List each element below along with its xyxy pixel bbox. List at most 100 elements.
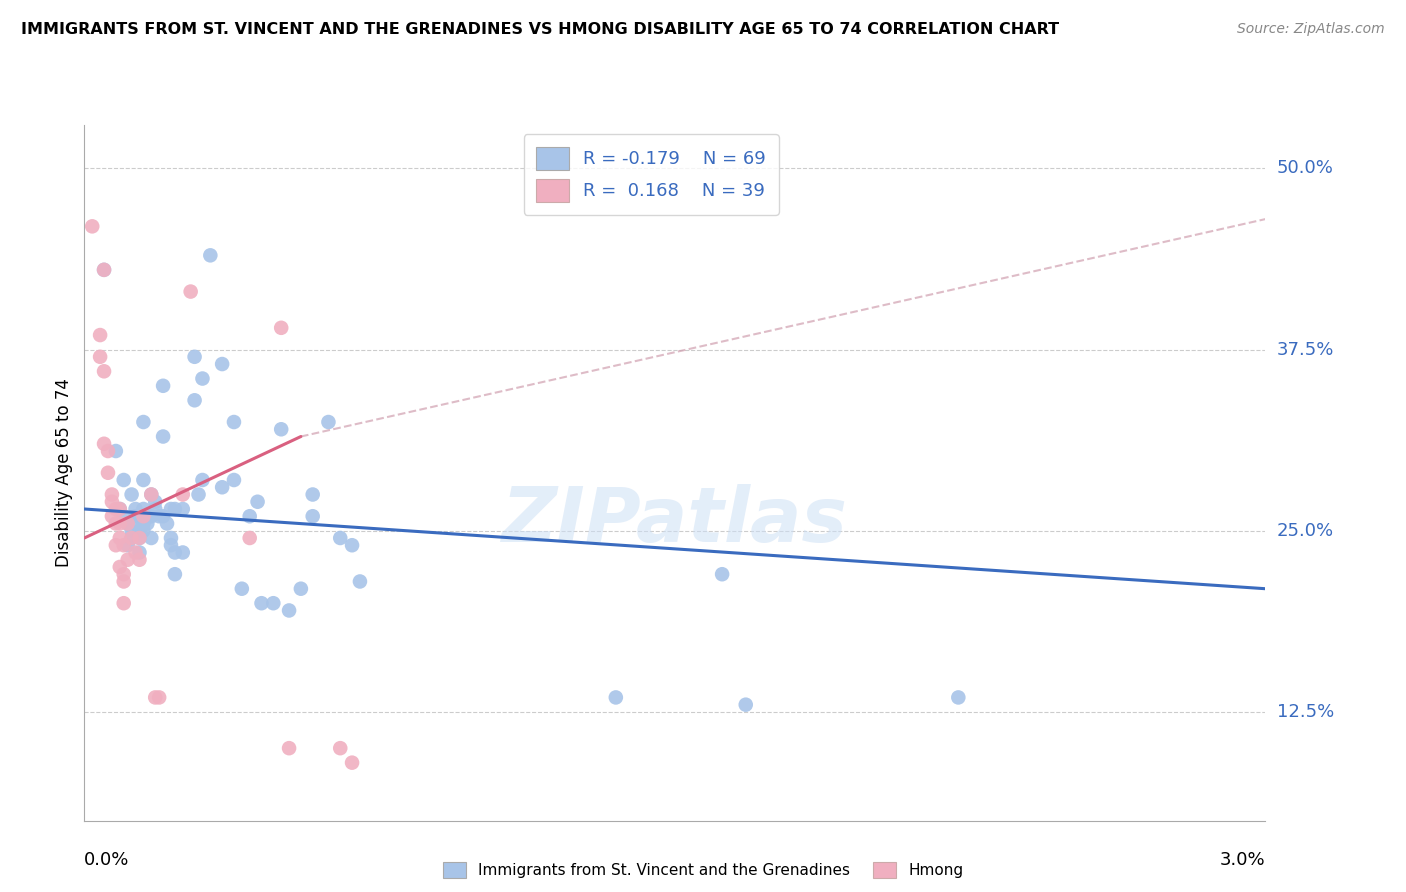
Point — [246, 494, 269, 508]
Point — [301, 509, 323, 524]
Point — [136, 509, 159, 524]
Point — [112, 473, 135, 487]
Text: 50.0%: 50.0% — [1277, 160, 1333, 178]
Point — [132, 524, 155, 538]
Point — [108, 560, 131, 574]
Point — [104, 516, 127, 531]
Point — [183, 393, 205, 408]
Point — [104, 502, 127, 516]
Point — [152, 378, 174, 392]
Point — [82, 219, 104, 234]
Point — [104, 538, 127, 552]
Point — [93, 263, 115, 277]
Point — [112, 538, 135, 552]
Text: 37.5%: 37.5% — [1277, 341, 1334, 359]
Point — [97, 466, 120, 480]
Point — [124, 502, 146, 516]
Point — [270, 422, 292, 436]
Point — [128, 545, 150, 559]
Point — [143, 494, 166, 508]
Point — [121, 524, 143, 538]
Point — [128, 552, 150, 567]
Point — [93, 263, 115, 277]
Point — [148, 509, 170, 524]
Legend: R = -0.179    N = 69, R =  0.168    N = 39: R = -0.179 N = 69, R = 0.168 N = 39 — [524, 134, 779, 215]
Point — [132, 473, 155, 487]
Point — [340, 538, 363, 552]
Point — [301, 487, 323, 501]
Point — [262, 596, 284, 610]
Point — [172, 545, 194, 559]
Point — [112, 567, 135, 582]
Text: 3.0%: 3.0% — [1220, 851, 1265, 869]
Point — [222, 415, 245, 429]
Point — [148, 690, 170, 705]
Point — [112, 509, 135, 524]
Point — [108, 502, 131, 516]
Point — [128, 531, 150, 545]
Point — [117, 516, 139, 531]
Point — [239, 531, 262, 545]
Point — [104, 444, 127, 458]
Point — [278, 603, 301, 617]
Point — [948, 690, 970, 705]
Point — [231, 582, 253, 596]
Point — [124, 509, 146, 524]
Point — [349, 574, 371, 589]
Legend: Immigrants from St. Vincent and the Grenadines, Hmong: Immigrants from St. Vincent and the Gren… — [437, 856, 969, 884]
Point — [93, 437, 115, 451]
Point — [270, 321, 292, 335]
Point — [211, 357, 233, 371]
Point — [101, 509, 124, 524]
Point — [124, 516, 146, 531]
Point — [172, 487, 194, 501]
Point — [121, 531, 143, 545]
Text: 12.5%: 12.5% — [1277, 703, 1334, 721]
Point — [163, 545, 186, 559]
Point — [711, 567, 734, 582]
Text: 0.0%: 0.0% — [84, 851, 129, 869]
Point — [132, 509, 155, 524]
Point — [101, 487, 124, 501]
Y-axis label: Disability Age 65 to 74: Disability Age 65 to 74 — [55, 378, 73, 567]
Point — [108, 502, 131, 516]
Text: IMMIGRANTS FROM ST. VINCENT AND THE GRENADINES VS HMONG DISABILITY AGE 65 TO 74 : IMMIGRANTS FROM ST. VINCENT AND THE GREN… — [21, 22, 1059, 37]
Point — [605, 690, 627, 705]
Point — [160, 531, 183, 545]
Point — [290, 582, 312, 596]
Point — [141, 509, 163, 524]
Point — [117, 538, 139, 552]
Point — [141, 487, 163, 501]
Point — [734, 698, 756, 712]
Point — [156, 516, 179, 531]
Point — [329, 741, 352, 756]
Point — [132, 502, 155, 516]
Point — [117, 552, 139, 567]
Point — [160, 538, 183, 552]
Point — [143, 502, 166, 516]
Point — [117, 516, 139, 531]
Point — [112, 574, 135, 589]
Point — [128, 531, 150, 545]
Point — [121, 487, 143, 501]
Point — [128, 524, 150, 538]
Point — [108, 531, 131, 545]
Point — [160, 502, 183, 516]
Point — [132, 516, 155, 531]
Point — [239, 509, 262, 524]
Point — [89, 328, 111, 343]
Point — [136, 516, 159, 531]
Point — [250, 596, 273, 610]
Point — [152, 429, 174, 443]
Point — [278, 741, 301, 756]
Point — [112, 596, 135, 610]
Point — [191, 371, 214, 385]
Point — [101, 494, 124, 508]
Point — [152, 509, 174, 524]
Text: 25.0%: 25.0% — [1277, 522, 1334, 540]
Point — [172, 502, 194, 516]
Point — [200, 248, 222, 262]
Point — [187, 487, 209, 501]
Point — [183, 350, 205, 364]
Point — [163, 567, 186, 582]
